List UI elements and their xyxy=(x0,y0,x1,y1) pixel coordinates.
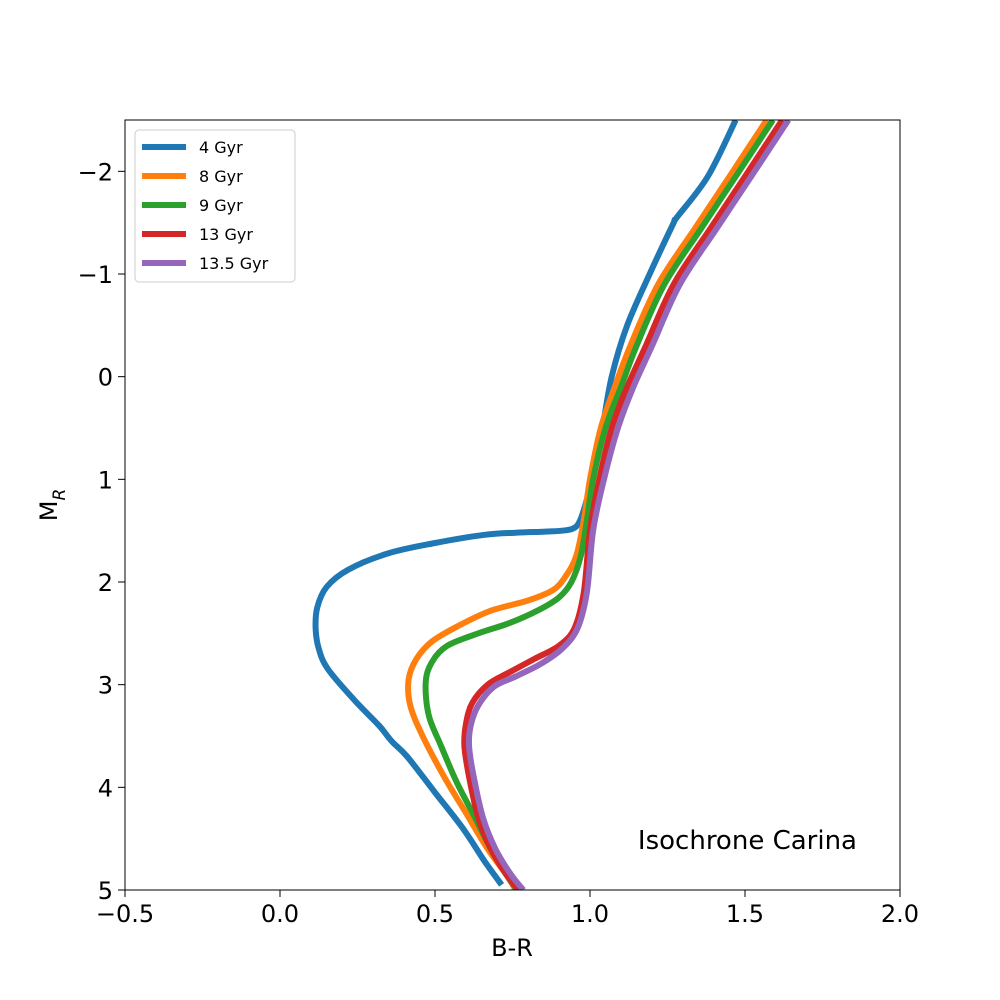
legend-box xyxy=(134,129,296,283)
y-axis-ticks: −2 −1 0 1 2 3 4 5 xyxy=(78,158,125,905)
x-tick-label: 1.5 xyxy=(726,900,764,928)
series-layer xyxy=(312,120,791,890)
y-tick-label: 5 xyxy=(98,877,113,905)
y-tick-label: 4 xyxy=(98,774,113,802)
y-axis-label: MR xyxy=(35,489,70,522)
legend: 4 Gyr 8 Gyr 9 Gyr 13 Gyr 13.5 Gyr xyxy=(134,129,296,283)
chart-annotation: Isochrone Carina xyxy=(638,826,857,856)
legend-label-3: 13 Gyr xyxy=(199,225,253,244)
legend-label-0: 4 Gyr xyxy=(199,138,243,157)
x-tick-label: 1.0 xyxy=(571,900,609,928)
legend-label-2: 9 Gyr xyxy=(199,196,243,215)
plot-frame xyxy=(124,119,901,891)
x-tick-label: 0.0 xyxy=(261,900,299,928)
series-line-2 xyxy=(422,120,776,890)
y-tick-label: 3 xyxy=(98,672,113,700)
x-axis-ticks: −0.5 0.0 0.5 1.0 1.5 2.0 xyxy=(96,890,919,928)
y-axis-label-subscript: R xyxy=(50,489,70,501)
legend-label-4: 13.5 Gyr xyxy=(199,254,269,273)
x-axis-label: B-R xyxy=(491,934,533,962)
series-line-0 xyxy=(312,120,739,887)
x-tick-label: 0.5 xyxy=(416,900,454,928)
y-tick-label: −2 xyxy=(78,158,113,186)
legend-label-1: 8 Gyr xyxy=(199,167,243,186)
y-tick-label: 1 xyxy=(98,466,113,494)
y-tick-label: 2 xyxy=(98,569,113,597)
y-tick-label: 0 xyxy=(98,364,113,392)
y-axis-label-main: M xyxy=(35,501,63,522)
series-line-3 xyxy=(461,120,785,890)
y-tick-label: −1 xyxy=(78,261,113,289)
x-tick-label: −0.5 xyxy=(96,900,154,928)
x-tick-label: 2.0 xyxy=(881,900,919,928)
series-line-4 xyxy=(465,120,791,890)
series-line-1 xyxy=(405,120,770,890)
